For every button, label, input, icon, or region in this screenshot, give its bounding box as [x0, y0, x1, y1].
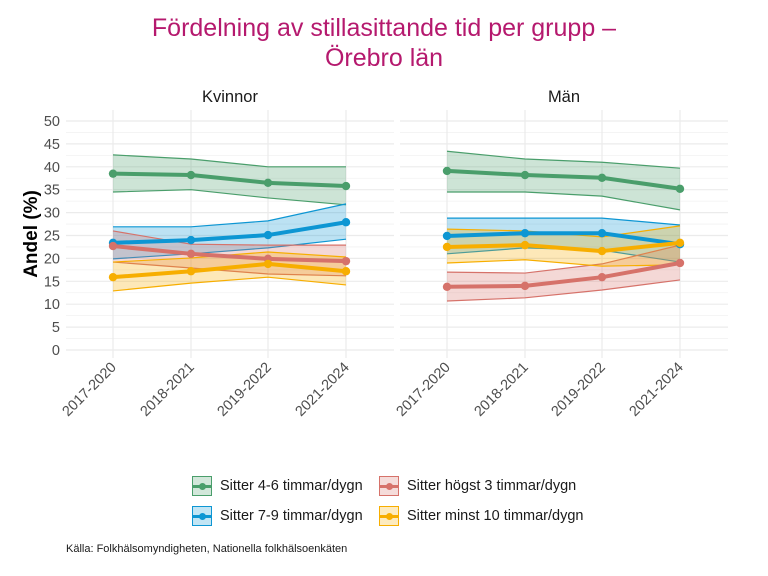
x-tick-label: 2017-2020 — [393, 360, 453, 420]
band-lower-line — [447, 191, 681, 211]
series-line — [446, 240, 681, 254]
x-tick-label: 2018-2021 — [471, 360, 531, 420]
confidence-band — [447, 151, 680, 210]
data-point — [108, 272, 118, 282]
y-tick-label: 45 — [44, 137, 60, 153]
panel-strip-title: Kvinnor — [202, 88, 258, 106]
data-point — [186, 235, 196, 245]
band-lower-line — [112, 276, 347, 292]
data-point — [186, 249, 196, 259]
source-caption: Källa: Folkhälsomyndigheten, Nationella … — [66, 543, 348, 555]
band-upper-line — [447, 217, 681, 226]
data-point — [520, 170, 530, 180]
y-tick-label: 0 — [52, 343, 60, 359]
data-point — [341, 181, 351, 191]
legend-label: Sitter minst 10 timmar/dygn — [407, 508, 584, 524]
x-tick-label: 2021-2024 — [626, 360, 686, 420]
data-point — [263, 178, 273, 188]
legend-label: Sitter högst 3 timmar/dygn — [407, 478, 577, 494]
band-upper-line — [446, 150, 681, 169]
data-point — [675, 238, 685, 248]
data-point — [341, 267, 351, 276]
y-axis-title: Andel (%) — [21, 190, 42, 278]
data-point — [520, 229, 530, 238]
confidence-band — [447, 218, 680, 263]
y-tick-label: 50 — [44, 114, 60, 130]
data-point — [341, 218, 351, 227]
data-point — [263, 259, 273, 269]
data-point — [108, 241, 118, 251]
band-lower-line — [112, 238, 347, 260]
y-tick-label: 25 — [44, 229, 60, 245]
x-tick-label: 2021-2024 — [292, 360, 352, 420]
data-point — [442, 282, 452, 291]
series-line — [446, 231, 681, 247]
panel-strip-title: Män — [548, 88, 580, 106]
series-line — [446, 261, 681, 289]
data-point — [597, 272, 607, 282]
band-upper-line — [112, 230, 346, 246]
legend-label: Sitter 4-6 timmar/dygn — [220, 478, 363, 494]
legend-key — [192, 476, 212, 496]
band-lower-line — [112, 189, 347, 206]
data-point — [675, 258, 685, 268]
band-lower-line — [446, 279, 681, 302]
legend-key — [192, 506, 212, 526]
panel-kvinnor: Kvinnor 2017-2020 2018-2021 2019-2022 2021-2… — [59, 88, 394, 420]
legend-item-minst-10: Sitter minst 10 timmar/dygn — [379, 506, 583, 526]
data-point — [108, 169, 118, 178]
y-tick-label: 30 — [44, 206, 60, 222]
x-tick-label: 2018-2021 — [137, 360, 197, 420]
data-point — [442, 166, 452, 176]
y-tick-label: 5 — [52, 320, 60, 336]
y-tick-label: 10 — [44, 297, 60, 313]
legend-item-4-6: Sitter 4-6 timmar/dygn — [192, 476, 363, 496]
data-point — [520, 240, 530, 250]
confidence-band — [113, 251, 346, 291]
data-point — [520, 281, 530, 291]
data-point — [186, 170, 196, 180]
band-lower-line — [446, 259, 681, 267]
chart-svg: 0 5 10 15 20 25 30 35 40 45 50 Andel (%) Kvinnor 2017… — [21, 88, 728, 420]
data-point — [597, 229, 607, 238]
band-upper-line — [112, 154, 346, 168]
band-upper-line — [113, 203, 347, 228]
series-line — [112, 244, 347, 264]
x-tick-label: 2019-2022 — [548, 360, 608, 420]
x-tick-label: 2017-2020 — [59, 360, 119, 420]
band-upper-line — [446, 244, 681, 274]
data-point — [675, 184, 685, 193]
data-point — [597, 246, 607, 256]
data-point — [597, 173, 607, 182]
chart-title-line1: Fördelning av stillasittande tid per gru… — [151, 14, 617, 42]
data-point — [442, 242, 452, 252]
data-point — [263, 230, 273, 240]
x-tick-label: 2019-2022 — [214, 360, 274, 420]
legend-item-7-9: Sitter 7-9 timmar/dygn — [192, 506, 363, 526]
series-line — [112, 171, 347, 189]
legend-key — [379, 476, 399, 496]
legend-key — [379, 506, 399, 526]
panel-man: Män 2017-2020 2018-2021 2019-2022 2021-2024 — [393, 88, 728, 420]
y-tick-label: 20 — [44, 251, 60, 267]
legend-label: Sitter 7-9 timmar/dygn — [220, 508, 363, 524]
y-tick-label: 35 — [44, 183, 60, 199]
series-line — [112, 261, 347, 280]
data-point — [186, 267, 196, 276]
series-line — [446, 168, 681, 191]
chart-title-line2: Örebro län — [324, 44, 444, 72]
legend-item-hogst-3: Sitter högst 3 timmar/dygn — [379, 476, 576, 496]
y-tick-label: 15 — [44, 274, 60, 290]
band-lower-line — [112, 261, 347, 277]
series-line — [112, 220, 347, 245]
data-point — [442, 231, 452, 241]
data-point — [341, 256, 351, 266]
y-tick-label: 40 — [44, 160, 60, 176]
